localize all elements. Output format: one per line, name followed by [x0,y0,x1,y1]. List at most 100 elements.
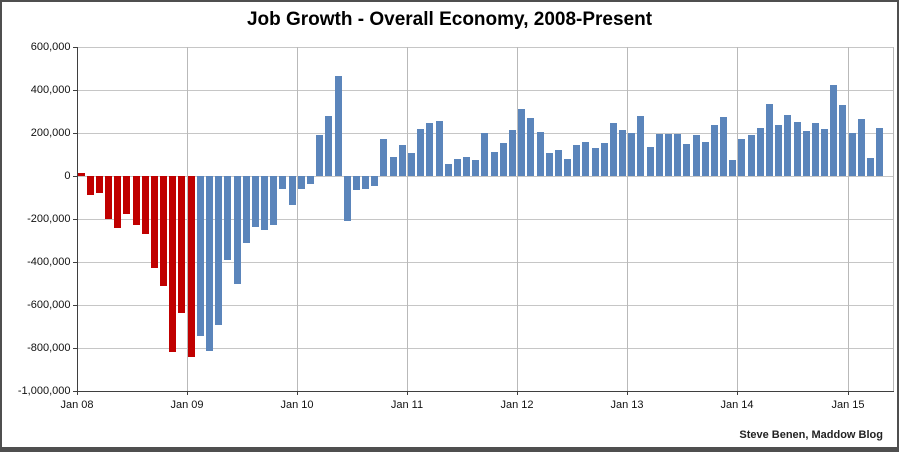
data-bar [463,156,471,176]
data-bar [674,134,682,176]
data-bar [86,176,94,196]
y-axis-line [76,47,78,391]
data-bar [738,139,746,176]
data-bar [224,176,232,260]
data-bar [233,176,241,284]
data-bar [876,128,884,176]
y-axis-label: 200,000 [30,127,71,139]
data-bar [160,176,168,286]
data-bar [720,116,728,176]
data-bar [307,176,314,184]
gridline-v [737,47,738,391]
data-bar [600,142,608,176]
data-bar [628,133,636,176]
gridline-v [297,47,298,391]
data-bar [655,134,663,176]
data-bar [261,176,269,230]
x-axis-tick [517,391,518,395]
data-bar [857,119,865,176]
data-bar [453,158,461,176]
data-bar [444,164,452,176]
data-bar [325,115,333,176]
y-axis-tick [72,47,77,48]
data-bar [490,152,498,176]
y-axis-tick [72,348,77,349]
gridline-v [517,47,518,391]
x-axis-label: Jan 08 [60,399,94,411]
x-axis-tick [407,391,408,395]
y-axis-label: -200,000 [27,213,71,225]
data-bar [206,176,214,352]
data-bar [747,135,755,176]
data-bar [288,176,296,206]
x-axis-label: Jan 15 [831,399,865,411]
y-axis-label: 600,000 [30,41,71,53]
gridline-h [76,348,893,349]
data-bar [545,153,553,176]
data-bar [830,85,838,176]
data-bar [802,130,810,176]
data-bar [316,135,324,176]
data-bar [619,129,627,176]
y-axis-label: -800,000 [27,342,71,354]
data-bar [692,135,700,176]
data-bar [435,121,443,176]
gridline-h [76,90,893,91]
x-axis-tick [627,391,628,395]
data-bar [297,176,305,189]
x-axis-line [76,391,894,392]
gridline-h [76,219,893,220]
x-axis-label: Jan 10 [280,399,314,411]
data-bar [554,150,562,176]
data-bar [270,176,278,226]
y-axis-tick [72,90,77,91]
data-bar [564,158,572,176]
x-axis-tick [737,391,738,395]
data-bar [426,123,434,176]
data-bar [775,125,783,176]
data-bar [527,117,535,176]
data-bar [536,131,544,176]
gridline-v [407,47,408,391]
data-bar [582,141,590,176]
data-bar [215,176,223,326]
x-axis-label: Jan 12 [500,399,534,411]
data-bar [766,103,773,176]
y-axis-label: 0 [64,170,71,182]
data-bar [646,146,654,176]
y-axis-tick [72,176,77,177]
data-bar [169,176,177,353]
x-axis-label: Jan 13 [610,399,644,411]
gridline-v [627,47,628,391]
x-axis-label: Jan 11 [390,399,424,411]
data-bar [251,176,259,227]
data-bar [866,157,874,176]
data-bar [701,141,709,176]
gridline-v [848,47,849,391]
data-bar [848,133,856,176]
data-bar [178,176,186,313]
x-axis-tick [848,391,849,395]
data-bar [481,133,489,176]
data-bar [141,176,149,235]
y-axis-label: -400,000 [27,256,71,268]
data-bar [150,176,158,269]
data-bar [665,134,673,176]
chart-title: Job Growth - Overall Economy, 2008-Prese… [246,9,653,30]
data-bar [95,176,103,194]
data-bar [609,123,617,176]
gridline-v [187,47,188,391]
gridline-h [76,305,893,306]
data-bar [279,176,287,189]
data-bar [518,109,526,176]
x-axis-tick [297,391,298,395]
data-bar [114,176,122,228]
data-bar [343,176,351,222]
data-bar [756,127,764,176]
data-bar [77,172,85,176]
data-bar [811,123,819,176]
data-bar [242,176,250,243]
y-axis-tick [72,305,77,306]
